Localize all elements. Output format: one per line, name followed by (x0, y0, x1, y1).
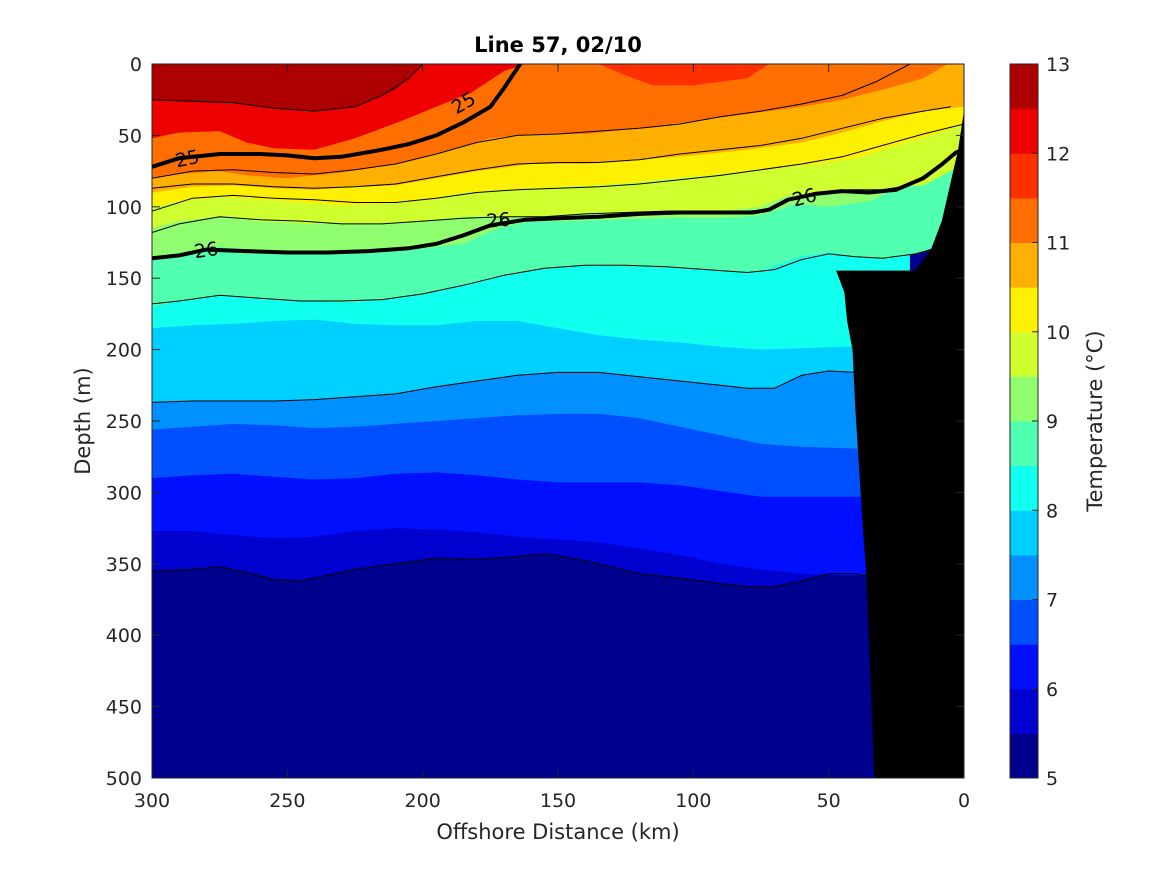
colorbar-swatch (1010, 64, 1038, 110)
colorbar-swatch (1010, 287, 1038, 333)
colorbar-swatch (1010, 376, 1038, 422)
y-axis: 0 50 100 150 200 250 300 350 400 450 500 (106, 54, 964, 790)
colorbar-swatch (1010, 599, 1038, 645)
x-tick-label: 0 (958, 790, 970, 812)
colorbar-tick-label: 9 (1046, 411, 1058, 433)
x-tick-label: 300 (134, 790, 170, 812)
colorbar-swatch (1010, 197, 1038, 243)
colorbar-swatch (1010, 108, 1038, 154)
y-tick-label: 300 (106, 482, 142, 504)
density-contour-bold (152, 64, 523, 169)
colorbar (1009, 63, 1039, 779)
density-contour (152, 123, 964, 212)
y-tick-label: 450 (106, 697, 142, 719)
density-contour (152, 240, 964, 305)
density-contour-bold (152, 147, 964, 261)
y-tick-label: 100 (106, 197, 142, 219)
colorbar-tick-label: 5 (1046, 768, 1058, 790)
contour-label-group: 26 (193, 238, 220, 263)
colorbar-tick-label: 10 (1046, 322, 1070, 344)
x-tick-label: 250 (269, 790, 305, 812)
y-tick-label: 400 (106, 625, 142, 647)
y-tick-label: 250 (106, 411, 142, 433)
density-contour (152, 64, 424, 112)
colorbar-tick-label: 6 (1046, 679, 1058, 701)
colorbar-swatch (1010, 644, 1038, 690)
contour-label-group: 25 (173, 146, 201, 173)
contour-label: 26 (486, 209, 512, 233)
fill-band-warmest (152, 64, 423, 112)
temperature-fill-layer (152, 64, 964, 778)
colorbar-swatch (1010, 465, 1038, 511)
y-tick-label: 50 (118, 125, 142, 147)
contour-label: 25 (173, 146, 201, 173)
y-tick-label: 500 (106, 768, 142, 790)
colorbar-tick-label: 7 (1046, 590, 1058, 612)
chart-title: Line 57, 02/10 (474, 33, 642, 57)
contour-label-group: 26 (486, 209, 512, 233)
colorbar-swatch (1010, 421, 1038, 467)
density-contour (152, 106, 951, 189)
colorbar-swatch (1010, 733, 1038, 779)
colorbar-swatch (1010, 510, 1038, 556)
density-contour-layer (152, 64, 964, 588)
colorbar-tick-label: 11 (1046, 233, 1070, 255)
contour-label: 26 (193, 238, 220, 263)
fill-band (598, 64, 770, 86)
colorbar-swatch (1010, 331, 1038, 377)
x-tick-label: 150 (540, 790, 576, 812)
bathymetry-layer (836, 113, 964, 778)
density-contour (152, 553, 878, 588)
colorbar-label: Temperature (°C) (1083, 330, 1107, 512)
y-axis-label: Depth (m) (71, 367, 95, 474)
x-axis-label: Offshore Distance (km) (436, 820, 679, 844)
colorbar-swatch (1010, 688, 1038, 734)
y-tick-label: 350 (106, 554, 142, 576)
seafloor-shelf (836, 113, 964, 778)
colorbar-swatch (1010, 153, 1038, 199)
colorbar-swatch (1010, 554, 1038, 600)
colorbar-tick-label: 8 (1046, 500, 1058, 522)
x-tick-label: 100 (675, 790, 711, 812)
density-contour (152, 64, 911, 179)
x-tick-label: 50 (817, 790, 841, 812)
density-contour (152, 370, 897, 403)
colorbar-tick-label: 12 (1046, 143, 1070, 165)
x-tick-label: 200 (405, 790, 441, 812)
x-axis: 300 250 200 150 100 50 0 (134, 64, 970, 812)
colorbar-tick-label: 13 (1046, 54, 1070, 76)
y-tick-label: 150 (106, 268, 142, 290)
y-tick-label: 200 (106, 340, 142, 362)
y-tick-label: 0 (130, 54, 142, 76)
colorbar-axis: 5 6 7 8 9 10 11 12 13 (1032, 54, 1070, 790)
colorbar-swatch (1010, 242, 1038, 288)
